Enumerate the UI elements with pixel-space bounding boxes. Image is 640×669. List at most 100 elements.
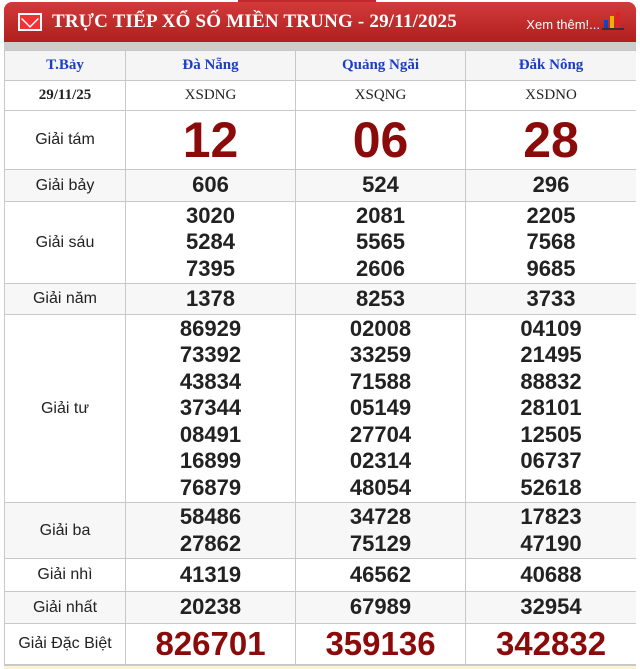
prize-cell: 606 [125, 169, 296, 202]
prize-number: 52618 [520, 474, 582, 500]
prize-row: Giải Đặc Biệt 826701 359136 342832 [4, 623, 636, 665]
prize-cell: 04109 21495 88832 28101 12505 06737 52618 [465, 314, 636, 503]
prize-cell: 17823 47190 [465, 502, 636, 559]
prize-number: 342832 [495, 625, 607, 662]
prize-number: 12 [182, 112, 239, 168]
prize-row: Giải năm 1378 8253 3733 [4, 283, 636, 315]
prize-number: 43834 [179, 368, 242, 394]
prize-row: Giải nhì 41319 46562 40688 [4, 558, 636, 592]
prize-number: 58486 [179, 504, 242, 529]
prize-cell: 1378 [125, 283, 296, 315]
prize-number: 12505 [520, 421, 582, 447]
draw-date: 29/11/25 [4, 80, 126, 111]
prize-cell: 2081 5565 2606 [295, 201, 466, 284]
prize-label: Giải tám [4, 110, 126, 170]
prize-number: 296 [532, 172, 570, 198]
prize-cell: 34728 75129 [295, 502, 466, 559]
prize-cell: 296 [465, 169, 636, 202]
prize-number: 2606 [356, 255, 405, 281]
prize-number: 5565 [356, 229, 405, 255]
prize-cell: 20238 [125, 591, 296, 624]
prize-cell: 06 [295, 110, 466, 170]
prize-number: 27862 [179, 530, 242, 556]
prize-number: 27704 [349, 421, 412, 447]
prize-number: 359136 [325, 625, 436, 662]
prize-number: 41319 [179, 561, 242, 587]
prize-number: 33259 [349, 342, 412, 368]
prize-label: Giải nhì [4, 558, 126, 592]
prize-number: 20238 [179, 594, 242, 620]
prize-cell: 524 [295, 169, 466, 202]
prize-number: 524 [362, 172, 399, 198]
prize-number: 5284 [186, 229, 235, 255]
prize-row: Giải bảy 606 524 296 [4, 169, 636, 202]
prize-number: 28101 [520, 395, 582, 421]
prize-row: Giải sáu 3020 5284 7395 2081 5565 2606 2205 7568… [4, 201, 636, 284]
chart-icon[interactable] [602, 12, 624, 30]
province-header[interactable]: Đà Nẵng [125, 50, 296, 81]
prize-number: 3733 [526, 285, 576, 311]
prize-number: 32954 [520, 594, 582, 620]
prize-label: Giải sáu [4, 201, 126, 284]
prize-number: 48054 [349, 474, 412, 500]
prize-number: 16899 [179, 448, 242, 474]
prize-number: 71588 [349, 368, 412, 394]
prize-number: 76879 [179, 474, 242, 500]
prize-number: 47190 [520, 530, 582, 556]
prize-row: Giải ba 58486 27862 34728 75129 17823 47190 [4, 502, 636, 559]
prize-cell: 359136 [295, 623, 466, 665]
prize-label: Giải Đặc Biệt [4, 623, 126, 665]
page-title: TRỰC TIẾP XỔ SỐ MIỀN TRUNG - 29/11/2025 [52, 11, 457, 32]
province-code[interactable]: XSQNG [295, 80, 466, 111]
province-header[interactable]: Đắk Nông [465, 50, 636, 81]
prize-number: 86929 [179, 315, 242, 341]
prize-number: 37344 [179, 395, 242, 421]
prize-cell: 8253 [295, 283, 466, 315]
prize-number: 06737 [520, 448, 582, 474]
prize-cell: 41319 [125, 558, 296, 592]
prize-cell: 46562 [295, 558, 466, 592]
prize-number: 21495 [520, 342, 582, 368]
prize-label: Giải tư [4, 314, 126, 503]
prize-cell: 86929 73392 43834 37344 08491 16899 76879 [125, 314, 296, 503]
province-code[interactable]: XSDNO [465, 80, 636, 111]
prize-number: 75129 [349, 530, 412, 556]
prize-number: 3020 [186, 202, 235, 228]
prize-cell: 3020 5284 7395 [125, 201, 296, 284]
prize-number: 05149 [349, 395, 412, 421]
prize-number: 02008 [349, 315, 412, 341]
prize-number: 02314 [349, 448, 412, 474]
see-more-link[interactable]: Xem thêm!... [526, 17, 600, 32]
prize-number: 1378 [186, 285, 235, 311]
prize-cell: 28 [465, 110, 636, 170]
prize-cell: 826701 [125, 623, 296, 665]
prize-cell: 67989 [295, 591, 466, 624]
province-header[interactable]: Quảng Ngãi [295, 50, 466, 81]
prize-cell: 12 [125, 110, 296, 170]
prize-number: 2205 [526, 202, 576, 228]
prize-cell: 40688 [465, 558, 636, 592]
prize-number: 2081 [356, 202, 405, 228]
prize-cell: 342832 [465, 623, 636, 665]
prize-cell: 58486 27862 [125, 502, 296, 559]
prize-number: 67989 [349, 594, 412, 620]
mail-icon [18, 13, 42, 31]
header-bar: TRỰC TIẾP XỔ SỐ MIỀN TRUNG - 29/11/2025 … [4, 2, 636, 42]
prize-number: 40688 [520, 561, 582, 587]
prize-row: Giải tám 12 06 28 [4, 110, 636, 170]
prize-number: 7568 [526, 229, 576, 255]
prize-number: 46562 [349, 561, 412, 587]
prize-number: 04109 [520, 315, 582, 341]
prize-number: 826701 [155, 625, 266, 662]
prize-number: 08491 [179, 421, 242, 447]
prize-number: 606 [192, 172, 229, 198]
prize-row: Giải nhất 20238 67989 32954 [4, 591, 636, 624]
prize-row: Giải tư 86929 73392 43834 37344 08491 16899 768… [4, 314, 636, 503]
prize-label: Giải năm [4, 283, 126, 315]
prize-number: 34728 [349, 504, 412, 529]
prize-number: 06 [352, 112, 409, 168]
prize-number: 8253 [356, 285, 405, 311]
prize-number: 9685 [526, 255, 576, 281]
province-code[interactable]: XSDNG [125, 80, 296, 111]
results-table: T.Bảy Đà Nẵng Quảng Ngãi Đắk Nông 29/11/… [4, 50, 636, 665]
